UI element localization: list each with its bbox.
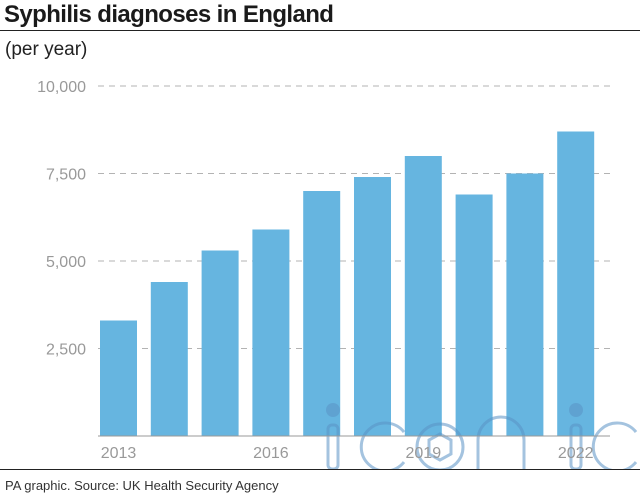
bar-2014 bbox=[150, 282, 188, 436]
watermark-logo bbox=[326, 403, 638, 470]
bar-2018 bbox=[354, 177, 391, 436]
bar-2021 bbox=[506, 173, 544, 436]
watermark-c bbox=[359, 421, 406, 470]
bar-2017 bbox=[303, 191, 341, 436]
bar-chart: 2,500 5,000 7,500 10,000 2013 2016 2019 2022 bbox=[37, 79, 638, 470]
chart-subtitle: (per year) bbox=[5, 39, 88, 60]
iconic-watermark bbox=[326, 403, 638, 470]
bar-2022 bbox=[557, 131, 595, 436]
chart-title: Syphilis diagnoses in England bbox=[4, 1, 334, 28]
x-tick-label: 2019 bbox=[406, 445, 442, 462]
bars bbox=[100, 131, 595, 436]
bar-2016 bbox=[252, 229, 290, 436]
watermark-hexagon bbox=[427, 432, 453, 462]
footer-rule bbox=[0, 469, 640, 470]
source-note: PA graphic. Source: UK Health Security A… bbox=[5, 478, 279, 493]
watermark-n bbox=[476, 415, 526, 469]
x-tick-label: 2022 bbox=[558, 445, 594, 462]
bar-2015 bbox=[201, 250, 239, 436]
watermark-dot-2 bbox=[569, 403, 583, 417]
axes: 2,500 5,000 7,500 10,000 2013 2016 2019 2022 bbox=[37, 79, 610, 462]
watermark-dot bbox=[326, 403, 340, 417]
watermark-o bbox=[415, 422, 465, 470]
title-rule bbox=[0, 30, 640, 31]
bar-2019 bbox=[404, 156, 442, 436]
y-tick-label: 5,000 bbox=[46, 254, 86, 271]
watermark-c-2 bbox=[591, 421, 638, 470]
y-tick-label: 2,500 bbox=[46, 342, 86, 359]
y-tick-label: 10,000 bbox=[37, 79, 86, 96]
x-tick-label: 2013 bbox=[101, 445, 137, 462]
x-tick-label: 2016 bbox=[253, 445, 289, 462]
bar-2020 bbox=[455, 194, 493, 436]
y-tick-label: 7,500 bbox=[46, 167, 86, 184]
bar-2013 bbox=[100, 320, 137, 436]
